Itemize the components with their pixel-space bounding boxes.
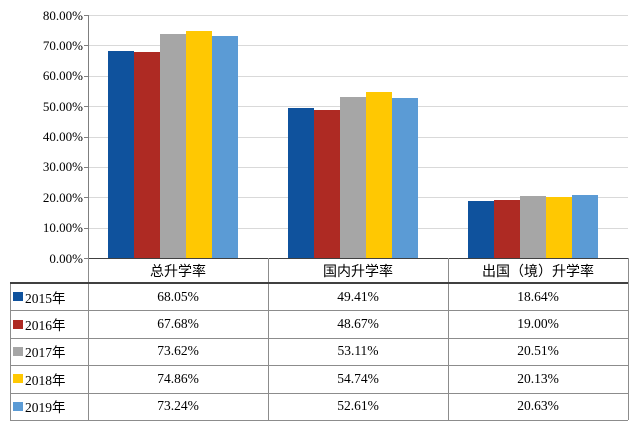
- y-axis-tick: [84, 197, 88, 198]
- table-header-rule: [10, 282, 628, 284]
- bar-2019年-出国（境）升学率: [572, 195, 598, 258]
- legend-year-label: 2017年: [25, 345, 66, 361]
- legend-swatch-2016年: [13, 319, 23, 329]
- y-axis-line: [88, 15, 89, 258]
- bar-2015年-国内升学率: [288, 108, 314, 258]
- value-cell: 54.74%: [337, 370, 379, 386]
- category-header-cell: 总升学率: [150, 264, 206, 280]
- category-header-cell: 国内升学率: [323, 264, 393, 280]
- value-cell: 49.41%: [337, 288, 379, 304]
- bar-2018年-总升学率: [186, 31, 212, 258]
- y-axis-label: 30.00%: [42, 159, 83, 174]
- bar-2017年-出国（境）升学率: [520, 196, 546, 258]
- value-cell: 20.63%: [517, 398, 559, 414]
- value-cell: 74.86%: [157, 370, 199, 386]
- legend-year-label: 2019年: [25, 400, 66, 416]
- value-cell: 20.51%: [517, 343, 559, 359]
- y-axis-tick: [84, 45, 88, 46]
- x-axis-line: [88, 258, 628, 259]
- bar-2019年-国内升学率: [392, 98, 418, 258]
- value-cell: 68.05%: [157, 288, 199, 304]
- table-column-border: [448, 258, 449, 420]
- y-axis-label: 40.00%: [42, 129, 83, 144]
- table-row-border: [10, 310, 628, 311]
- y-axis-label: 80.00%: [42, 8, 83, 23]
- legend-swatch-2019年: [13, 401, 23, 411]
- value-cell: 52.61%: [337, 398, 379, 414]
- value-cell: 67.68%: [157, 316, 199, 332]
- table-row-border: [10, 338, 628, 339]
- y-axis-tick: [84, 76, 88, 77]
- y-gridline: [88, 45, 628, 46]
- bar-2016年-出国（境）升学率: [494, 200, 520, 258]
- legend-swatch-2017年: [13, 346, 23, 356]
- y-axis-label: 70.00%: [42, 38, 83, 53]
- legend-year-label: 2018年: [25, 372, 66, 388]
- bar-2017年-总升学率: [160, 34, 186, 258]
- bar-2015年-出国（境）升学率: [468, 201, 494, 258]
- y-axis-label: 20.00%: [42, 190, 83, 205]
- legend-year-cell: 2018年: [10, 365, 88, 392]
- value-cell: 53.11%: [337, 343, 379, 359]
- y-gridline: [88, 15, 628, 16]
- category-header-cell: 出国（境）升学率: [482, 264, 594, 280]
- value-cell: 19.00%: [517, 316, 559, 332]
- legend-swatch-2015年: [13, 292, 23, 302]
- y-axis-label: 50.00%: [42, 99, 83, 114]
- y-axis-label: 60.00%: [42, 68, 83, 83]
- bar-2017年-国内升学率: [340, 97, 366, 258]
- y-axis-tick: [84, 15, 88, 16]
- y-axis-tick: [84, 167, 88, 168]
- bar-2018年-国内升学率: [366, 92, 392, 258]
- legend-year-cell: 2016年: [10, 310, 88, 337]
- table-column-border: [268, 258, 269, 420]
- legend-year-label: 2016年: [25, 318, 66, 334]
- table-left-border: [10, 283, 11, 420]
- bar-2019年-总升学率: [212, 36, 238, 258]
- legend-year-label: 2015年: [25, 290, 66, 306]
- y-axis-tick: [84, 228, 88, 229]
- y-axis-label: 0.00%: [49, 251, 83, 266]
- legend-swatch-2018年: [13, 374, 23, 384]
- legend-year-cell: 2015年: [10, 283, 88, 310]
- table-column-border: [88, 258, 89, 420]
- legend-year-cell: 2019年: [10, 393, 88, 420]
- y-axis-label: 10.00%: [42, 220, 83, 235]
- y-axis-tick: [84, 106, 88, 107]
- bar-2016年-总升学率: [134, 52, 160, 258]
- y-gridline: [88, 76, 628, 77]
- bar-2018年-出国（境）升学率: [546, 197, 572, 258]
- bar-2016年-国内升学率: [314, 110, 340, 258]
- table-row-border: [10, 365, 628, 366]
- y-axis-tick: [84, 258, 88, 259]
- table-row-border: [10, 393, 628, 394]
- bar-2015年-总升学率: [108, 51, 134, 258]
- value-cell: 48.67%: [337, 316, 379, 332]
- value-cell: 18.64%: [517, 288, 559, 304]
- y-axis-tick: [84, 137, 88, 138]
- legend-year-cell: 2017年: [10, 338, 88, 365]
- value-cell: 73.62%: [157, 343, 199, 359]
- value-cell: 73.24%: [157, 398, 199, 414]
- table-column-border: [628, 258, 629, 420]
- value-cell: 20.13%: [517, 370, 559, 386]
